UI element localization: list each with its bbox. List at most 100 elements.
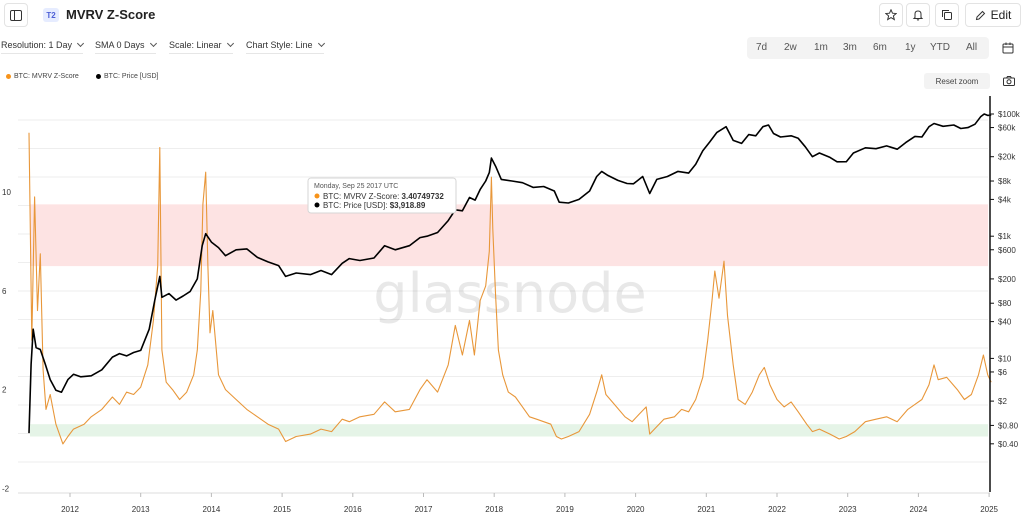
right-tick-label: $20k (998, 153, 1016, 162)
right-tick-label: $60k (998, 124, 1016, 133)
right-tick-label: $10 (998, 354, 1012, 363)
range-1m-button[interactable]: 1m (814, 42, 828, 53)
reset-zoom-button[interactable]: Reset zoom (924, 73, 990, 89)
bell-icon (912, 10, 924, 21)
x-tick-label: 2018 (485, 505, 503, 514)
left-tick-label: 10 (2, 188, 11, 197)
watermark-text: glassnode (373, 262, 646, 325)
tooltip-date: Monday, Sep 25 2017 UTC (314, 183, 398, 190)
undervalued-band (30, 424, 988, 437)
sma-select[interactable]: SMA 0 Days (95, 39, 157, 54)
tooltip-swatch-mvrv (314, 193, 320, 199)
tooltip-mvrv-label: BTC: MVRV Z-Score: (323, 192, 402, 201)
x-tick-label: 2013 (132, 505, 150, 514)
sma-label: SMA 0 Days (95, 40, 145, 50)
copy-button[interactable] (935, 3, 959, 27)
chart-style-select[interactable]: Chart Style: Line (246, 39, 325, 54)
legend-label-price: BTC: Price [USD] (104, 73, 159, 80)
resolution-select[interactable]: Resolution: 1 Day (1, 39, 85, 54)
favorite-button[interactable] (879, 3, 903, 27)
chart-tooltip: Monday, Sep 25 2017 UTC BTC: MVRV Z-Scor… (307, 177, 457, 214)
right-tick-label: $0.80 (998, 421, 1019, 430)
legend-label-mvrv: BTC: MVRV Z-Score (14, 73, 79, 80)
range-3m-button[interactable]: 3m (843, 42, 857, 53)
scale-label: Scale: Linear (169, 40, 222, 50)
range-1y-button[interactable]: 1y (905, 42, 916, 53)
x-tick-label: 2022 (768, 505, 786, 514)
x-tick-label: 2015 (273, 505, 291, 514)
alert-button[interactable] (906, 3, 930, 27)
x-tick-label: 2016 (344, 505, 362, 514)
edit-label: Edit (990, 8, 1012, 22)
range-2w-button[interactable]: 2w (784, 42, 797, 53)
calendar-icon (1002, 42, 1014, 54)
sidebar-toggle-button[interactable] (4, 3, 28, 27)
chart-style-label: Chart Style: Line (246, 40, 313, 50)
tooltip-line-price: BTC: Price [USD]: $3,918.89 (323, 201, 426, 210)
left-axis: 10 6 2 -2 (2, 188, 11, 493)
legend-item-mvrv[interactable]: BTC: MVRV Z-Score (6, 73, 79, 80)
right-tick-label: $8k (998, 177, 1012, 186)
tooltip-mvrv-value: 3.40749732 (402, 192, 445, 201)
right-tick-label: $600 (998, 246, 1016, 255)
right-tick-label: $4k (998, 195, 1012, 204)
scale-select[interactable]: Scale: Linear (169, 39, 234, 54)
x-tick-label: 2012 (61, 505, 79, 514)
chart-bands (30, 204, 988, 437)
date-picker-button[interactable] (998, 38, 1018, 58)
copy-icon (942, 10, 952, 20)
x-tick-label: 2014 (203, 505, 221, 514)
left-tick-label: 6 (2, 287, 7, 296)
page-title: MVRV Z-Score (66, 7, 156, 22)
tooltip-line-mvrv: BTC: MVRV Z-Score: 3.40749732 (323, 192, 444, 201)
chevron-down-icon (317, 39, 325, 48)
right-tick-label: $0.40 (998, 440, 1019, 449)
tooltip-price-label: BTC: Price [USD]: (323, 201, 390, 210)
x-tick-label: 2025 (980, 505, 998, 514)
x-tick-label: 2023 (839, 505, 857, 514)
right-tick-label: $40 (998, 318, 1012, 327)
range-6m-button[interactable]: 6m (873, 42, 887, 53)
chart-series (28, 113, 992, 445)
left-tick-label: -2 (2, 484, 10, 493)
right-tick-label: $6 (998, 368, 1007, 377)
x-tick-label: 2020 (627, 505, 645, 514)
x-tick-label: 2024 (910, 505, 928, 514)
x-axis: 2012 2013 2014 2015 2016 2017 2018 2019 2020 2021… (61, 493, 999, 514)
left-tick-label: 2 (2, 386, 7, 395)
resolution-label: Resolution: 1 Day (1, 40, 73, 50)
right-tick-label: $80 (998, 299, 1012, 308)
x-tick-label: 2017 (415, 505, 433, 514)
chevron-down-icon (226, 39, 234, 48)
legend-swatch-price (96, 74, 101, 79)
tooltip-swatch-price (314, 202, 320, 208)
chevron-down-icon (77, 39, 85, 48)
pencil-icon (975, 10, 985, 20)
right-tick-label: $200 (998, 275, 1016, 284)
legend-swatch-mvrv (6, 74, 11, 79)
right-tick-label: $100k (998, 110, 1021, 119)
range-ytd-button[interactable]: YTD (930, 42, 950, 53)
chevron-down-icon (149, 39, 157, 48)
export-image-button[interactable] (1001, 74, 1017, 88)
right-axis: $100k $60k $20k $8k $4k $1k $600 $200 $80 $40 $10 $… (990, 110, 1021, 449)
tier-badge: T2 (43, 8, 59, 22)
x-tick-label: 2021 (697, 505, 715, 514)
btc-price-line (28, 113, 992, 434)
tooltip-price-value: $3,918.89 (390, 201, 426, 210)
right-tick-label: $1k (998, 232, 1012, 241)
sidebar-toggle-icon (10, 9, 22, 21)
tooltip-box (307, 177, 457, 214)
range-all-button[interactable]: All (966, 42, 978, 53)
overvalued-band (30, 204, 988, 267)
top-bar: T2 MVRV Z-Score Edit (0, 0, 1024, 30)
camera-icon (1003, 76, 1015, 86)
range-7d-button[interactable]: 7d (756, 42, 768, 53)
star-icon (885, 9, 897, 21)
x-tick-label: 2019 (556, 505, 574, 514)
right-tick-label: $2 (998, 397, 1007, 406)
range-selector: 7d 2w 1m 3m 6m 1y YTD All (747, 37, 989, 59)
edit-button[interactable]: Edit (965, 3, 1021, 27)
legend-item-price[interactable]: BTC: Price [USD] (96, 73, 158, 80)
